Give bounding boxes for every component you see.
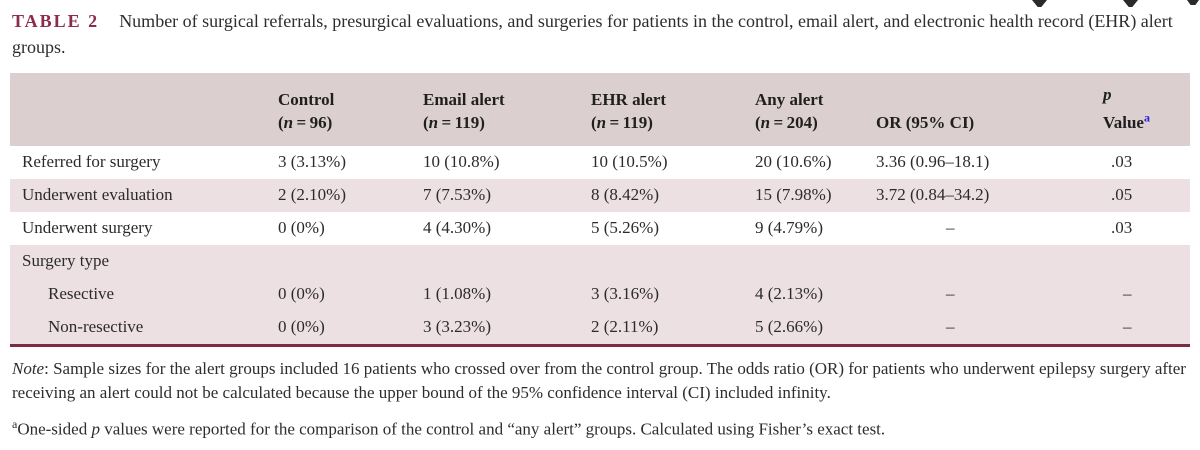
cell-p: .05	[1111, 184, 1133, 204]
cell-control: 0 (0%)	[278, 217, 325, 237]
cell-email: 3 (3.23%)	[423, 316, 491, 336]
header-control: Control (n = 96)	[278, 89, 335, 132]
cell-ehr: 10 (10.5%)	[591, 151, 668, 171]
table-row: Underwent evaluation 2 (2.10%) 7 (7.53%) 8 …	[10, 178, 1190, 212]
cropped-text-fragment	[1123, 0, 1138, 7]
table-body: Referred for surgery 3 (3.13%) 10 (10.8%) 1…	[10, 146, 1190, 346]
cell-control: 3 (3.13%)	[278, 151, 346, 171]
table-row: Surgery type	[10, 244, 1190, 278]
table-row: Underwent surgery 0 (0%) 4 (4.30%) 5 (5.26%…	[10, 212, 1190, 245]
cell-or: 3.36 (0.96–18.1)	[876, 151, 990, 171]
cell-any: 5 (2.66%)	[755, 316, 823, 336]
header-ehr-alert: EHR alert (n = 119)	[591, 89, 667, 132]
cell-email: 7 (7.53%)	[423, 184, 491, 204]
row-label: Underwent surgery	[22, 217, 153, 237]
cell-or: –	[946, 316, 955, 336]
cell-p: –	[1123, 283, 1132, 303]
cell-email: 4 (4.30%)	[423, 217, 491, 237]
row-label: Referred for surgery	[22, 151, 161, 171]
cropped-text-fragment	[1032, 0, 1047, 7]
table-header: Control (n = 96) Email alert (n = 119) EHR…	[10, 73, 1190, 146]
cell-control: 2 (2.10%)	[278, 184, 346, 204]
table-footnote-a: aOne-sided p values were reported for th…	[12, 416, 886, 439]
cell-ehr: 5 (5.26%)	[591, 217, 659, 237]
table-row: Resective 0 (0%) 1 (1.08%) 3 (3.16%) 4 (2.13…	[10, 277, 1190, 311]
table-number-label: TABLE 2	[12, 11, 100, 31]
header-p-value: p Valuea	[1103, 85, 1150, 132]
row-label: Surgery type	[22, 250, 110, 270]
header-or-ci: OR (95% CI)	[876, 112, 975, 132]
results-table: Control (n = 96) Email alert (n = 119) EHR…	[10, 73, 1190, 347]
header-any-alert: Any alert (n = 204)	[755, 89, 824, 132]
cell-email: 1 (1.08%)	[423, 283, 491, 303]
table-note: Note: Sample sizes for the alert groups …	[12, 358, 1186, 402]
header-email-alert: Email alert (n = 119)	[423, 89, 505, 132]
header-row: Control (n = 96) Email alert (n = 119) EHR…	[10, 73, 1190, 146]
header-blank	[10, 73, 270, 146]
cell-any: 4 (2.13%)	[755, 283, 823, 303]
cell-ehr: 2 (2.11%)	[591, 316, 659, 336]
cell-control: 0 (0%)	[278, 283, 325, 303]
cell-or	[868, 245, 1095, 278]
table-caption-text: Number of surgical referrals, presurgica…	[12, 11, 1173, 57]
table-row: Non-resective 0 (0%) 3 (3.23%) 2 (2.11%) 5 (…	[10, 310, 1190, 346]
cell-ehr: 3 (3.16%)	[591, 283, 659, 303]
cropped-text-fragment	[1187, 0, 1199, 5]
row-label: Non-resective	[48, 316, 144, 336]
cell-any	[747, 245, 868, 278]
cell-any: 9 (4.79%)	[755, 217, 823, 237]
row-label: Underwent evaluation	[22, 184, 173, 204]
cell-control	[270, 245, 415, 278]
cell-p: .03	[1111, 151, 1133, 171]
table-row: Referred for surgery 3 (3.13%) 10 (10.8%) 1…	[10, 146, 1190, 179]
cell-p	[1095, 245, 1190, 278]
cell-ehr: 8 (8.42%)	[591, 184, 659, 204]
cell-p: –	[1123, 316, 1132, 336]
cell-p: .03	[1111, 217, 1133, 237]
cell-control: 0 (0%)	[278, 316, 325, 336]
row-label: Resective	[48, 283, 115, 303]
cell-or: –	[946, 217, 955, 237]
cell-email	[415, 245, 583, 278]
table-caption: TABLE 2 Number of surgical referrals, pre…	[12, 8, 1182, 60]
table-notes: Note: Sample sizes for the alert groups …	[12, 357, 1190, 442]
cell-ehr	[583, 245, 747, 278]
cell-or: –	[946, 283, 955, 303]
cell-email: 10 (10.8%)	[423, 151, 500, 171]
cell-or: 3.72 (0.84–34.2)	[876, 184, 990, 204]
cell-any: 15 (7.98%)	[755, 184, 832, 204]
cell-any: 20 (10.6%)	[755, 151, 832, 171]
